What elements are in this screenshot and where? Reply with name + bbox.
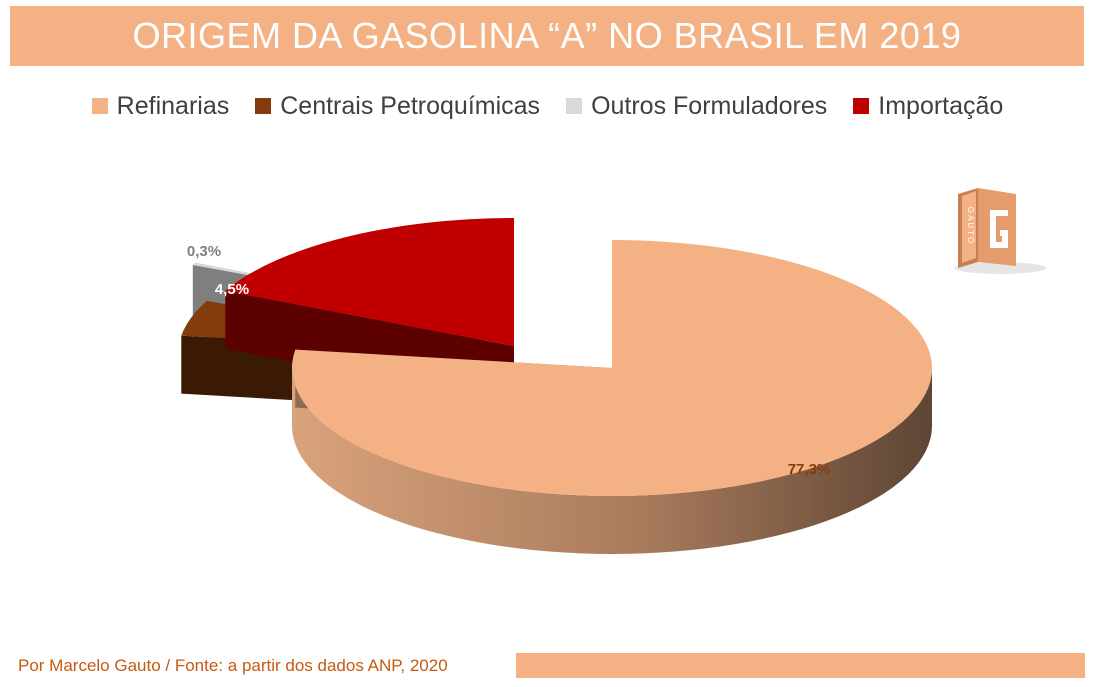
chart-legend: Refinarias Centrais Petroquímicas Outros… <box>0 88 1095 124</box>
title-bar: ORIGEM DA GASOLINA “A” NO BRASIL EM 2019 <box>10 6 1084 66</box>
legend-item-importacao: Importação <box>853 92 1003 121</box>
pie-slice-refinarias <box>291 240 932 554</box>
footer-source: Por Marcelo Gauto / Fonte: a partir dos … <box>18 656 448 675</box>
legend-label: Refinarias <box>116 91 230 120</box>
legend-item-centrais-petroquimicas: Centrais Petroquímicas <box>255 92 540 121</box>
legend-label: Outros Formuladores <box>591 91 828 120</box>
legend-swatch <box>91 98 108 114</box>
slice-top <box>291 240 932 496</box>
pie-label-layer: 77,3% 4,5% 0,3% 17,9% <box>187 207 830 478</box>
svg-text:GAUTO: GAUTO <box>966 207 975 245</box>
legend-item-refinarias: Refinarias <box>91 91 230 121</box>
pie-layer <box>181 218 932 554</box>
legend-swatch <box>255 98 272 114</box>
pie-value-label: 77,3% <box>788 461 831 478</box>
pie-value-label: 17,9% <box>371 207 414 224</box>
gauto-logo: GAUTO <box>948 186 1048 276</box>
book-g-logo-icon: GAUTO <box>954 188 1046 274</box>
slice-top <box>225 218 515 346</box>
legend-swatch <box>566 98 583 114</box>
legend-swatch <box>853 98 870 114</box>
pie-value-label: 4,5% <box>215 281 249 298</box>
footer-bar <box>516 653 1085 678</box>
slice-outer-wall <box>292 368 932 554</box>
legend-item-outros-formuladores: Outros Formuladores <box>566 92 827 121</box>
chart-title: ORIGEM DA GASOLINA “A” NO BRASIL EM 2019 <box>132 15 962 56</box>
pie-value-label: 0,3% <box>187 243 221 260</box>
legend-label: Importação <box>878 91 1004 120</box>
legend-label: Centrais Petroquímicas <box>280 91 541 120</box>
